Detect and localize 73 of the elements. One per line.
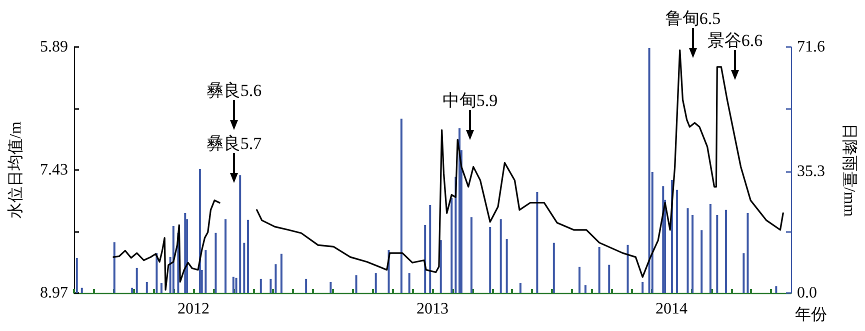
x-tick-label: 2012 [178,300,210,318]
bar [305,278,308,293]
y2-tick-label: 71.6 [797,38,825,56]
x-tick-label: 2013 [416,300,448,318]
bar [160,283,162,293]
bar [232,276,234,293]
bar [489,227,492,293]
bar [716,215,718,293]
y-tick-label: 5.89 [40,38,68,56]
y2-tick-label: 0.0 [797,284,817,302]
annotation: 景谷6.6 [707,31,763,50]
bar [280,254,282,293]
bar [746,212,749,293]
bar [608,264,610,293]
bar [172,226,174,293]
bar [676,190,678,293]
bar [214,232,217,293]
bar [584,285,586,293]
bar [330,282,332,293]
bar [408,273,410,293]
bar [243,242,246,293]
bar [692,215,694,293]
annotation: 彝良5.6 [206,81,262,100]
bar [450,198,453,293]
x-tick-label: 2014 [656,300,688,318]
bar [775,286,778,293]
bar [662,186,664,293]
bar [374,273,377,293]
bar [204,250,207,293]
bar [500,219,502,293]
bar [274,264,277,293]
y-tick-label: 7.43 [40,162,68,178]
bar [198,168,201,293]
bar [598,246,600,293]
bar [146,282,148,293]
bar [536,192,538,293]
bar [80,288,83,293]
bar [76,258,78,293]
bar [648,48,650,293]
bar [270,278,272,293]
bar [355,275,358,293]
y-tick-label: 8.97 [40,284,68,302]
y2-axis-title: 日降雨量/mm [840,123,858,218]
text: 鲁甸6.5 [665,9,721,28]
bar [724,210,727,293]
x-axis-title: 年份 [795,306,827,324]
bar [506,239,508,293]
bar [400,118,402,293]
bar [260,278,262,293]
bar [700,230,703,293]
bar [578,266,580,293]
bar [642,282,644,293]
bar [224,219,227,293]
bar [552,242,555,293]
bar [429,205,432,293]
bar [626,244,629,293]
annotation: 彝良5.7 [206,134,262,153]
y2-tick-label: 35.3 [797,163,825,180]
bar [113,242,116,293]
bar [686,208,689,293]
bar [184,212,186,293]
bar [709,204,712,293]
annotation: 中甸5.9 [442,91,498,110]
bar [136,268,138,293]
bar [458,128,461,293]
bar [239,175,242,293]
bar [246,220,249,293]
y-axis-title: 水位日均值/m [6,121,24,218]
bar [440,240,442,293]
bar [470,217,472,293]
bar [742,253,745,293]
bar [519,283,522,293]
bar [156,253,158,293]
